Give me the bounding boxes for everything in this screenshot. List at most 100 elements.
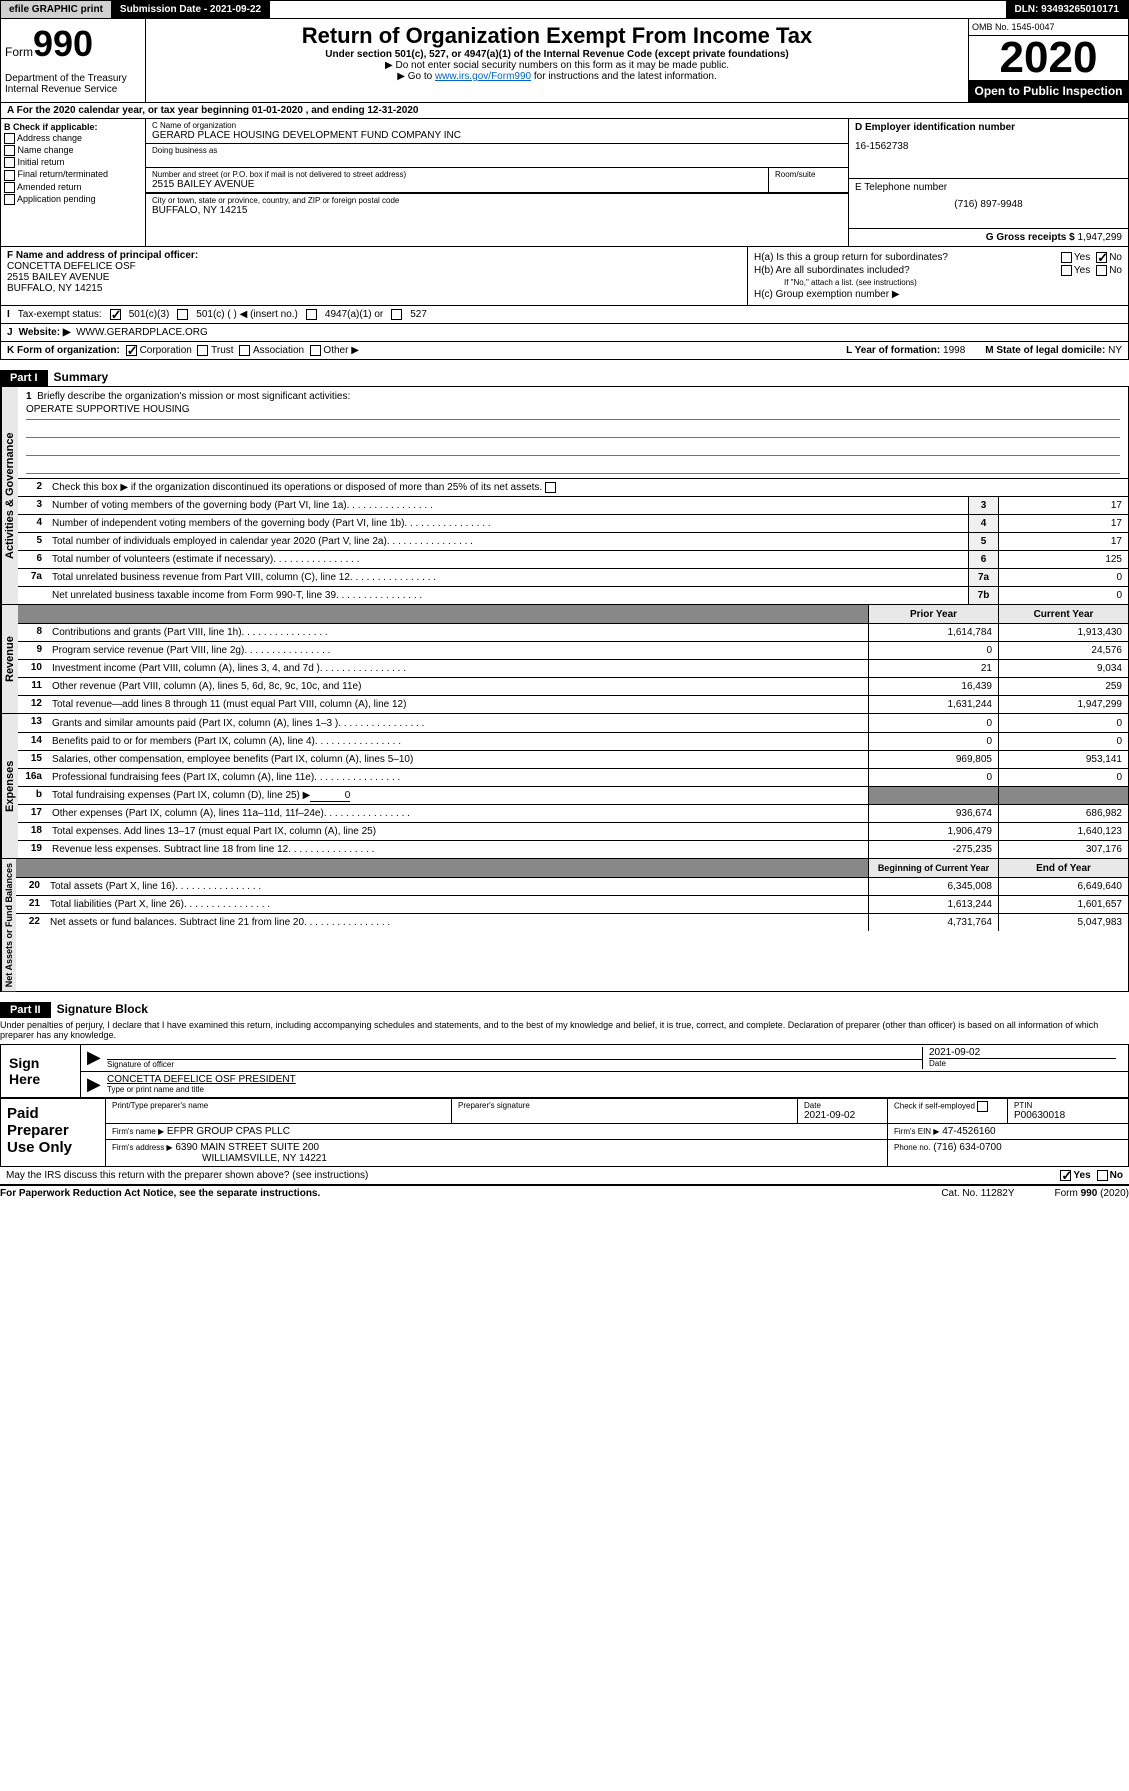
q16b: Total fundraising expenses (Part IX, col… [48, 787, 868, 804]
p16a: 0 [868, 769, 998, 786]
c9: 24,576 [998, 642, 1128, 659]
ha-yes[interactable]: Yes [1061, 252, 1090, 263]
website-value: WWW.GERARDPLACE.ORG [76, 327, 208, 338]
officer-printed-name: CONCETTA DEFELICE OSF PRESIDENT [107, 1074, 1122, 1085]
cb-4947[interactable] [306, 309, 317, 320]
c15: 953,141 [998, 751, 1128, 768]
street-address: 2515 BAILEY AVENUE [152, 179, 762, 190]
cb-assoc[interactable] [239, 345, 250, 356]
submission-date: Submission Date - 2021-09-22 [112, 1, 270, 18]
form-number: Form990 [5, 23, 141, 65]
q8: Contributions and grants (Part VIII, lin… [48, 624, 868, 641]
cat-no: Cat. No. 11282Y [941, 1188, 1014, 1199]
c20: 6,649,640 [998, 878, 1128, 895]
firm-phone: (716) 634-0700 [933, 1142, 1001, 1153]
c22: 5,047,983 [998, 914, 1128, 931]
sig-officer-label: Signature of officer [107, 1059, 922, 1069]
part2-header: Part II [0, 1002, 51, 1018]
q19: Revenue less expenses. Subtract line 18 … [48, 841, 868, 858]
c10: 9,034 [998, 660, 1128, 677]
ha-no[interactable]: No [1096, 252, 1122, 263]
hc-label: H(c) Group exemption number ▶ [754, 289, 900, 300]
p21: 1,613,244 [868, 896, 998, 913]
city-label: City or town, state or province, country… [152, 196, 842, 205]
hb-yes[interactable]: Yes [1061, 265, 1090, 276]
vert-netassets: Net Assets or Fund Balances [1, 859, 16, 991]
v7b: 0 [998, 587, 1128, 604]
dba-label: Doing business as [152, 146, 842, 155]
cb-amended[interactable]: Amended return [4, 182, 142, 193]
firm-addr2: WILLIAMSVILLE, NY 14221 [202, 1153, 327, 1164]
printed-name-label: Type or print name and title [107, 1085, 1122, 1094]
c16a: 0 [998, 769, 1128, 786]
paid-preparer-block: Paid Preparer Use Only Print/Type prepar… [0, 1098, 1129, 1167]
c17: 686,982 [998, 805, 1128, 822]
q11: Other revenue (Part VIII, column (A), li… [48, 678, 868, 695]
discuss-yes[interactable]: Yes [1060, 1170, 1090, 1181]
firm-name-label: Firm's name ▶ [112, 1127, 164, 1136]
cb-other[interactable] [310, 345, 321, 356]
cb-501c3[interactable] [110, 309, 121, 320]
ptin-label: PTIN [1014, 1101, 1122, 1110]
perjury-statement: Under penalties of perjury, I declare th… [0, 1018, 1129, 1042]
cb-trust[interactable] [197, 345, 208, 356]
fgh-row: F Name and address of principal officer:… [0, 247, 1129, 306]
q18: Total expenses. Add lines 13–17 (must eq… [48, 823, 868, 840]
irs-link[interactable]: www.irs.gov/Form990 [435, 71, 531, 82]
cb-final-return[interactable]: Final return/terminated [4, 169, 142, 180]
cb-discontinued[interactable] [545, 482, 556, 493]
sign-here-block: Sign Here ▶ Signature of officer 2021-09… [0, 1044, 1129, 1098]
q3: Number of voting members of the governin… [48, 497, 968, 514]
cb-527[interactable] [391, 309, 402, 320]
cb-initial-return[interactable]: Initial return [4, 157, 142, 168]
q12: Total revenue—add lines 8 through 11 (mu… [48, 696, 868, 713]
ein-value: 16-1562738 [855, 141, 1122, 152]
website-row: J Website: ▶ WWW.GERARDPLACE.ORG [0, 324, 1129, 342]
tel-label: E Telephone number [855, 182, 1122, 193]
p8: 1,614,784 [868, 624, 998, 641]
prior-hdr: Prior Year [868, 605, 998, 623]
part2-title: Signature Block [57, 1002, 148, 1016]
officer-addr2: BUFFALO, NY 14215 [7, 283, 741, 294]
current-hdr: Current Year [998, 605, 1128, 623]
discuss-text: May the IRS discuss this return with the… [6, 1170, 368, 1181]
expenses-section: Expenses 13Grants and similar amounts pa… [0, 714, 1129, 859]
vert-expenses: Expenses [1, 714, 18, 858]
cb-address-change[interactable]: Address change [4, 133, 142, 144]
form-subtitle: Under section 501(c), 527, or 4947(a)(1)… [150, 49, 964, 60]
hb-no[interactable]: No [1096, 265, 1122, 276]
vert-revenue: Revenue [1, 605, 18, 713]
prep-date: 2021-09-02 [804, 1110, 881, 1121]
c13: 0 [998, 714, 1128, 732]
tax-year: 2020 [969, 36, 1128, 80]
q1: Briefly describe the organization's miss… [37, 391, 350, 402]
ein-label: D Employer identification number [855, 122, 1122, 133]
p12: 1,631,244 [868, 696, 998, 713]
c12: 1,947,299 [998, 696, 1128, 713]
entity-block: B Check if applicable: Address change Na… [0, 119, 1129, 247]
f-label: F Name and address of principal officer: [7, 250, 741, 261]
discuss-row: May the IRS discuss this return with the… [0, 1167, 1129, 1184]
netassets-section: Net Assets or Fund Balances Beginning of… [0, 859, 1129, 992]
eoy-hdr: End of Year [998, 859, 1128, 877]
q7b: Net unrelated business taxable income fr… [48, 587, 968, 604]
phone-label: Phone no. [894, 1143, 930, 1152]
q22: Net assets or fund balances. Subtract li… [46, 914, 868, 931]
c14: 0 [998, 733, 1128, 750]
cb-app-pending[interactable]: Application pending [4, 194, 142, 205]
room-label: Room/suite [775, 170, 842, 179]
box-b-label: B Check if applicable: [4, 122, 142, 132]
h-prep-name: Print/Type preparer's name [112, 1101, 445, 1110]
cb-501c[interactable] [177, 309, 188, 320]
p14: 0 [868, 733, 998, 750]
cb-self-employed[interactable] [977, 1101, 988, 1112]
v6: 125 [998, 551, 1128, 568]
dln: DLN: 93493265010171 [1006, 1, 1128, 18]
cb-name-change[interactable]: Name change [4, 145, 142, 156]
gross-receipts: G Gross receipts $ 1,947,299 [849, 229, 1128, 246]
v3: 17 [998, 497, 1128, 514]
discuss-no[interactable]: No [1097, 1170, 1123, 1181]
arrow-icon: ▶ [87, 1074, 107, 1095]
cb-corp[interactable] [126, 345, 137, 356]
footer: For Paperwork Reduction Act Notice, see … [0, 1184, 1129, 1201]
